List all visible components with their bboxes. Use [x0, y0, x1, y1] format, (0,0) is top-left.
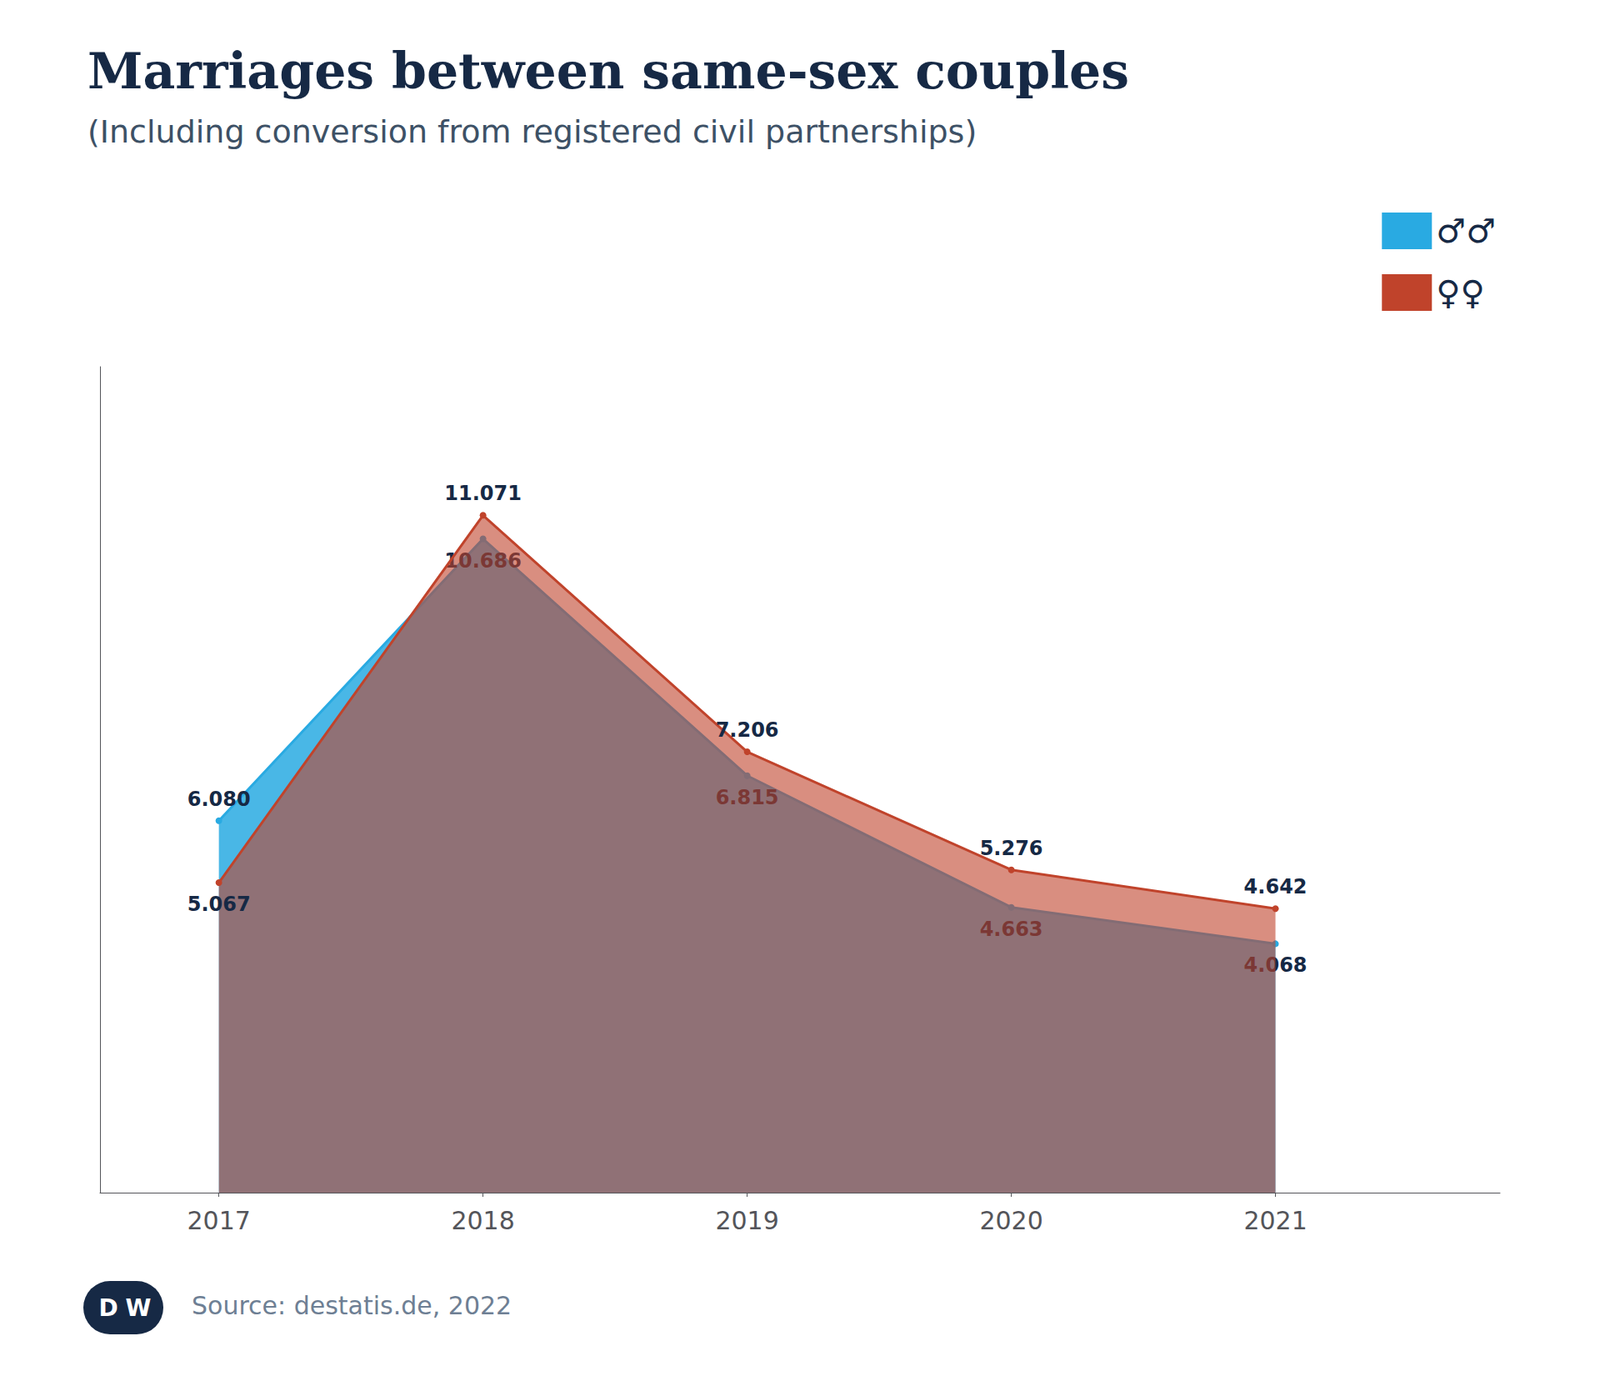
svg-text:2017: 2017	[186, 1205, 250, 1235]
svg-text:7.206: 7.206	[715, 718, 780, 742]
svg-text:Source: destatis.de, 2022: Source: destatis.de, 2022	[191, 1290, 512, 1320]
svg-text:2020: 2020	[979, 1205, 1043, 1235]
svg-text:6.080: 6.080	[187, 787, 251, 811]
svg-text:♀♀: ♀♀	[1435, 273, 1485, 312]
svg-text:Marriages between same-sex cou: Marriages between same-sex couples	[87, 41, 1130, 100]
svg-text:11.071: 11.071	[444, 481, 522, 505]
svg-text:♂♂: ♂♂	[1435, 211, 1496, 250]
svg-text:W: W	[125, 1294, 152, 1322]
svg-text:2021: 2021	[1243, 1205, 1307, 1235]
svg-text:4.642: 4.642	[1244, 875, 1308, 899]
svg-text:5.067: 5.067	[187, 892, 251, 916]
svg-text:2019: 2019	[715, 1205, 779, 1235]
svg-text:5.276: 5.276	[980, 836, 1044, 860]
svg-text:2018: 2018	[450, 1205, 515, 1235]
svg-text:D: D	[98, 1294, 118, 1322]
svg-text:(Including conversion from reg: (Including conversion from registered ci…	[87, 113, 977, 150]
